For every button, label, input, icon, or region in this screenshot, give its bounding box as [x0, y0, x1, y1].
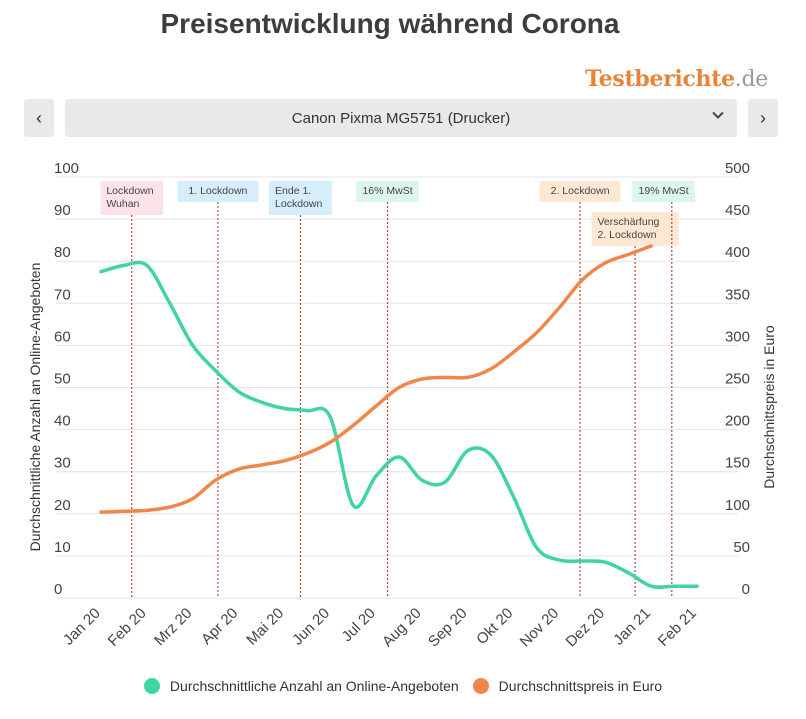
left-tick-label: 40 [54, 413, 71, 430]
left-axis-ticks: 0 10 20 30 40 50 60 70 80 90 100 [54, 160, 79, 598]
previous-product-button[interactable]: ‹ [24, 99, 54, 137]
x-tick-label: Sep 20 [425, 605, 471, 651]
event-label-box [591, 212, 679, 246]
x-tick-label: Mai 20 [243, 605, 287, 649]
right-tick-label: 50 [733, 539, 750, 556]
right-axis-label: Durchschnittspreis in Euro [761, 325, 777, 489]
event-label: Lockdown [106, 185, 153, 197]
x-tick-label: Dez 20 [563, 605, 609, 651]
left-tick-label: 20 [54, 497, 71, 514]
left-tick-label: 10 [54, 539, 71, 556]
event-label-box [269, 181, 332, 215]
event-label: 2. Lockdown [551, 185, 610, 197]
event-label: Verschärfung [598, 216, 660, 228]
left-tick-label: 90 [54, 202, 71, 219]
brand-name: Testberichte [585, 66, 735, 92]
product-select-value: Canon Pixma MG5751 (Drucker) [291, 109, 511, 127]
brand-logo: Testberichte.de [585, 66, 768, 92]
event-label-box [539, 181, 621, 202]
x-tick-label: Apr 20 [198, 605, 241, 648]
x-tick-label: Jan 20 [60, 605, 104, 649]
page-title: Preisentwicklung während Corona [160, 8, 620, 39]
event-label-box [177, 181, 259, 202]
x-tick-label: Feb 20 [105, 605, 150, 650]
brand-tld: .de [734, 67, 769, 92]
x-axis-ticks: Jan 20 Feb 20 Mrz 20 Apr 20 Mai 20 Jun 20 Jul … [60, 605, 700, 651]
legend-dot-offers [143, 678, 160, 694]
grid-lines [56, 176, 738, 599]
legend-label-price: Durchschnittspreis in Euro [498, 678, 663, 694]
chevron-left-icon: ‹ [36, 107, 42, 128]
left-tick-label: 0 [54, 581, 62, 598]
price-series-line [99, 244, 653, 514]
legend-item-price[interactable]: Durchschnittspreis in Euro [472, 678, 663, 694]
right-tick-label: 500 [725, 160, 750, 177]
event-label: Wuhan [106, 198, 139, 210]
x-tick-label: Aug 20 [379, 605, 425, 651]
left-tick-label: 30 [54, 455, 71, 472]
right-tick-label: 100 [725, 497, 750, 514]
event-label-box [632, 181, 695, 202]
product-select[interactable]: Canon Pixma MG5751 (Drucker) [65, 99, 737, 137]
x-tick-label: Jun 20 [289, 605, 333, 649]
left-tick-label: 70 [54, 286, 71, 303]
x-tick-label: Mrz 20 [151, 605, 195, 649]
x-tick-label: Jan 21 [610, 605, 654, 649]
chevron-down-icon [711, 108, 725, 125]
offers-series-line [99, 260, 699, 589]
right-tick-label: 400 [725, 244, 750, 261]
left-axis-label: Durchschnittliche Anzahl an Online-Angeb… [27, 263, 43, 552]
event-label: Lockdown [275, 198, 322, 210]
event-label: 2. Lockdown [598, 229, 657, 241]
x-tick-label: Okt 20 [473, 605, 516, 648]
event-label: 16% MwSt [362, 185, 412, 197]
event-label-box [100, 181, 164, 215]
legend-label-offers: Durchschnittliche Anzahl an Online-Angeb… [169, 678, 459, 694]
event-label: 1. Lockdown [188, 185, 247, 197]
right-tick-label: 450 [725, 202, 750, 219]
event-label: Ende 1. [275, 185, 311, 197]
right-tick-label: 250 [725, 371, 750, 388]
right-tick-label: 0 [742, 581, 750, 598]
x-tick-label: Jul 20 [339, 605, 379, 645]
legend-dot-price [472, 678, 489, 694]
left-tick-label: 100 [54, 160, 79, 177]
x-tick-label: Nov 20 [517, 605, 563, 651]
left-tick-label: 60 [54, 328, 71, 345]
next-product-button[interactable]: › [748, 99, 778, 137]
event-label-box [356, 181, 419, 202]
right-axis-ticks: 0 50 100 150 200 250 300 350 400 450 500 [725, 160, 750, 598]
left-tick-label: 80 [54, 244, 71, 261]
left-tick-label: 50 [54, 371, 71, 388]
right-tick-label: 150 [725, 455, 750, 472]
event-label: 19% MwSt [639, 185, 689, 197]
chevron-right-icon: › [760, 107, 766, 128]
legend-item-offers[interactable]: Durchschnittliche Anzahl an Online-Angeb… [143, 678, 459, 694]
right-tick-label: 350 [725, 286, 750, 303]
right-tick-label: 200 [725, 413, 750, 430]
x-tick-label: Feb 21 [655, 605, 700, 650]
series-lines [99, 244, 699, 589]
right-tick-label: 300 [725, 328, 750, 345]
chart-legend: Durchschnittliche Anzahl an Online-Angeb… [0, 678, 806, 694]
